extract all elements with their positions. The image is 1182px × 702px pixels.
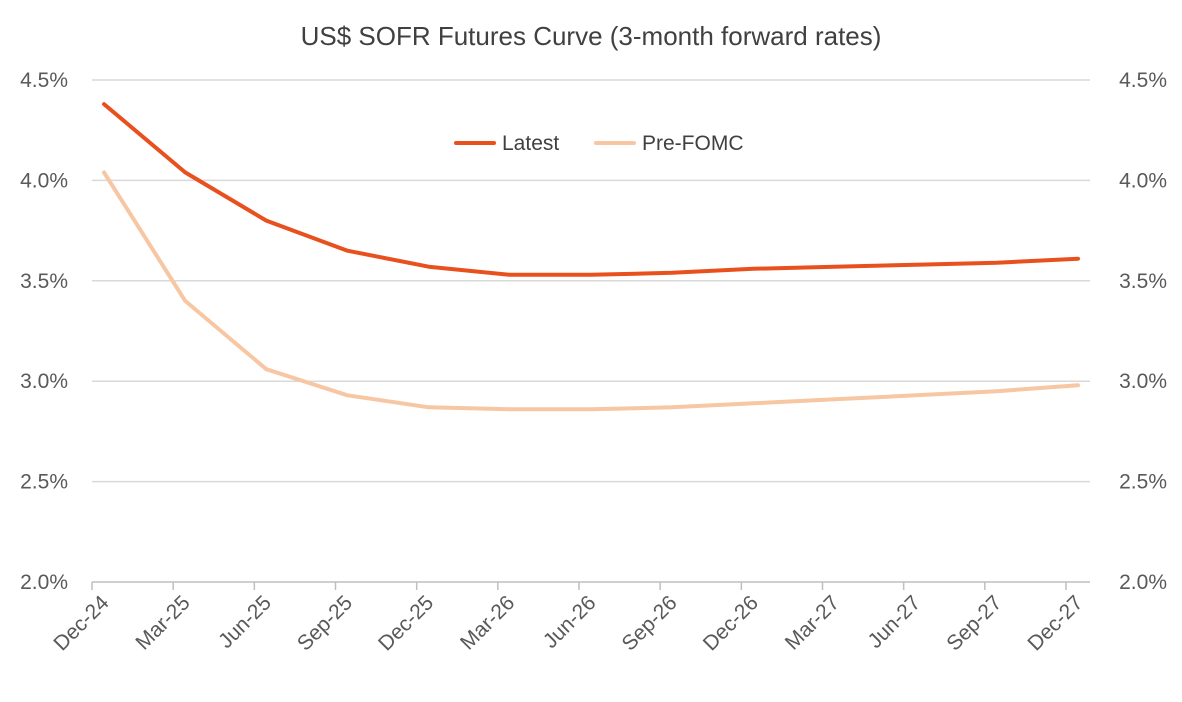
x-tick-label: Dec-25: [374, 591, 438, 655]
x-tick-label: Mar-25: [131, 591, 194, 654]
y-tick-label-right: 4.5%: [1119, 69, 1167, 92]
x-axis: Dec-24 Mar-25 Jun-25 Sep-25 Dec-25 Mar-26 Jun-…: [49, 581, 1090, 655]
x-tick-label: Sep-25: [293, 591, 357, 655]
x-tick-label: Jun-25: [214, 591, 276, 653]
series-line-latest: [102, 102, 1080, 277]
chart-title: US$ SOFR Futures Curve (3-month forward …: [301, 21, 882, 51]
gridlines: [92, 79, 1090, 483]
x-tick-label: Dec-24: [49, 591, 113, 655]
legend: Latest Pre-FOMC: [454, 132, 744, 155]
x-tick-label: Sep-27: [942, 591, 1006, 655]
y-tick-label-right: 4.0%: [1119, 169, 1167, 192]
right-y-axis: 2.0% 2.5% 3.0% 3.5% 4.0% 4.5%: [1119, 69, 1167, 594]
x-tick-label: Mar-27: [781, 591, 844, 654]
legend-label: Latest: [502, 132, 559, 155]
y-tick-label-right: 2.0%: [1119, 571, 1167, 594]
series-line-pre-fomc: [102, 170, 1080, 412]
series-lines: [102, 102, 1080, 412]
y-tick-label-left: 2.0%: [20, 571, 68, 594]
x-tick-label: Jun-27: [864, 591, 926, 653]
x-tick-label: Jun-26: [539, 591, 601, 653]
y-tick-label-left: 3.5%: [20, 270, 68, 293]
y-tick-label-left: 3.0%: [20, 370, 68, 393]
legend-label: Pre-FOMC: [642, 132, 744, 155]
y-tick-label-left: 2.5%: [20, 471, 68, 494]
y-tick-label-right: 3.5%: [1119, 270, 1167, 293]
y-tick-label-right: 3.0%: [1119, 370, 1167, 393]
y-tick-label-left: 4.5%: [20, 69, 68, 92]
x-tick-label: Mar-26: [456, 591, 519, 654]
left-y-axis: 2.0% 2.5% 3.0% 3.5% 4.0% 4.5%: [20, 69, 68, 594]
y-tick-label-right: 2.5%: [1119, 471, 1167, 494]
x-tick-label: Dec-26: [699, 591, 763, 655]
y-tick-label-left: 4.0%: [20, 169, 68, 192]
x-tick-label: Dec-27: [1023, 591, 1087, 655]
x-tick-label: Sep-26: [618, 591, 682, 655]
